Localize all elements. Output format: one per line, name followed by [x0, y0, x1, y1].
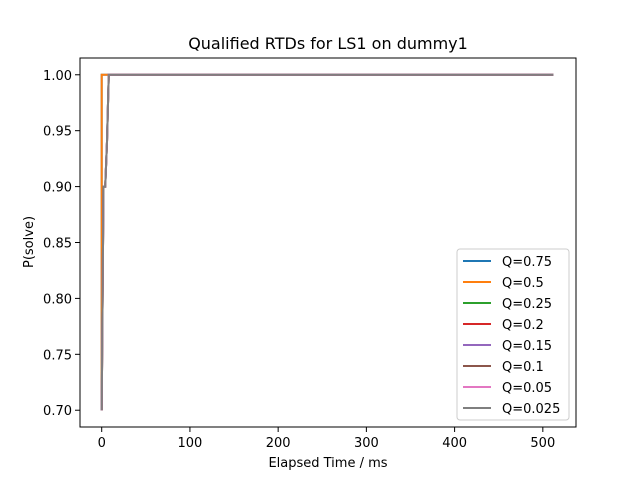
series-line-7 [100, 73, 554, 411]
x-tick-label: 300 [354, 436, 379, 451]
series-layer [100, 73, 554, 411]
legend-label-5: Q=0.1 [502, 360, 544, 375]
plot-area [79, 57, 577, 428]
legend-label-1: Q=0.5 [502, 276, 544, 291]
x-tick-label: 200 [266, 436, 291, 451]
x-axis: 0 100 200 300 400 500 [98, 427, 555, 451]
y-tick-label: 0.95 [43, 125, 72, 140]
x-tick-label: 0 [98, 436, 106, 451]
legend-label-7: Q=0.025 [502, 402, 560, 417]
y-tick-label: 0.80 [43, 292, 72, 307]
y-tick-label: 0.70 [43, 404, 72, 419]
legend-label-2: Q=0.25 [502, 297, 552, 312]
legend-label-0: Q=0.75 [502, 255, 552, 270]
y-axis-label: P(solve) [22, 216, 37, 268]
chart-title: Qualified RTDs for LS1 on dummy1 [188, 34, 468, 53]
x-tick-label: 400 [442, 436, 467, 451]
legend-box [456, 248, 570, 421]
y-tick-label: 0.75 [43, 348, 72, 363]
y-tick-label: 1.00 [43, 69, 72, 84]
legend-label-4: Q=0.15 [502, 339, 552, 354]
y-tick-label: 0.90 [43, 181, 72, 196]
x-axis-label: Elapsed Time / ms [268, 456, 387, 471]
y-tick-label: 0.85 [43, 237, 72, 252]
y-axis: 0.70 0.75 0.80 0.85 0.90 0.95 1.00 [43, 69, 80, 419]
x-tick-label: 500 [530, 436, 555, 451]
legend-label-6: Q=0.05 [502, 381, 552, 396]
legend: Q=0.75 Q=0.5 Q=0.25 Q=0.2 Q=0.15 Q=0.1 Q=0.05 Q… [456, 248, 570, 421]
x-tick-label: 100 [178, 436, 203, 451]
legend-label-3: Q=0.2 [502, 318, 544, 333]
